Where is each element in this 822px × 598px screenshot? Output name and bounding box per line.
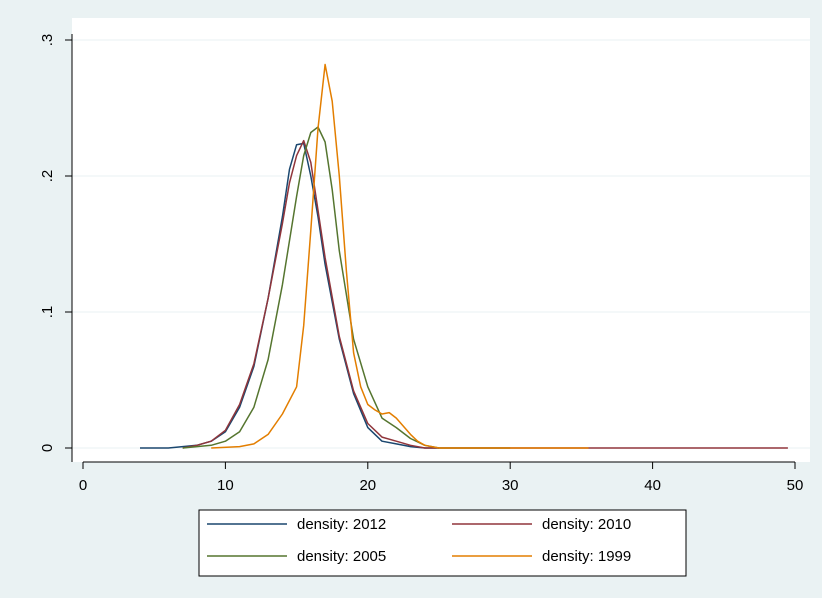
y-tick-label: .3 <box>39 34 56 47</box>
plot-region <box>72 18 810 462</box>
x-tick-label: 20 <box>359 477 376 494</box>
legend-item: density: 1999 <box>452 548 631 565</box>
x-tick-label: 30 <box>502 477 519 494</box>
density-series-line <box>211 63 589 449</box>
x-tick-label: 10 <box>217 477 234 494</box>
y-tick-label: .1 <box>39 306 56 319</box>
legend-box <box>198 509 687 577</box>
legend-label: density: 2005 <box>297 548 386 565</box>
legend-item: density: 2005 <box>207 548 386 565</box>
x-tick-label: 0 <box>79 477 87 494</box>
legend-item: density: 2012 <box>207 516 386 533</box>
legend-label: density: 1999 <box>542 548 631 565</box>
legend-label: density: 2012 <box>297 516 386 533</box>
density-series-line <box>182 126 511 449</box>
y-tick-label: 0 <box>39 444 56 452</box>
legend: density: 2012 density: 2010 density: 200… <box>198 509 687 577</box>
legend-item: density: 2010 <box>452 516 631 533</box>
legend-label: density: 2010 <box>542 516 631 533</box>
x-tick-label: 40 <box>644 477 661 494</box>
axes: 0 .1 .2 .3 0 10 20 30 40 50 <box>39 34 803 494</box>
x-tick-label: 50 <box>787 477 804 494</box>
series-lines <box>140 63 788 449</box>
y-tick-label: .2 <box>39 170 56 183</box>
density-series-line <box>182 139 788 449</box>
